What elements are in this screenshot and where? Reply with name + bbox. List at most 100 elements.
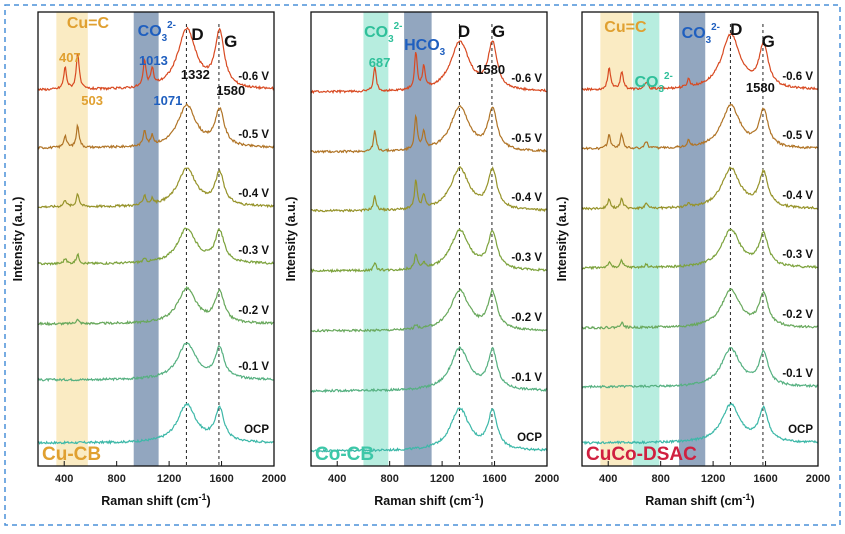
spectrum--0.3v [37,227,275,266]
peak-annotation: G [492,22,505,41]
x-tick-label: 1600 [209,473,233,485]
x-tick-label: 1600 [482,473,506,485]
spectrum--0.6v [310,40,548,95]
x-tick-label: 800 [107,473,125,485]
spectrum--0.1v [581,347,818,389]
x-axis-title: Raman shift (cm-1) [645,492,754,508]
sample-label: Cu-CB [42,444,101,465]
peak-annotation: CO32- [364,21,402,45]
x-tick-label: 2000 [262,473,286,485]
peak-annotation: 407 [59,50,81,65]
axes-frame [581,11,819,467]
spectrum--0.2v [37,285,275,327]
spectrum--0.5v [310,105,548,154]
potential-label: OCP [788,424,813,436]
x-tick-label: 400 [328,473,346,485]
peak-annotation: 687 [369,55,391,70]
peak-annotation: CO32- [682,22,720,46]
spectrum--0.4v [310,166,548,213]
sample-label: CuCo-DSAC [586,444,697,465]
potential-label: -0.5 V [511,133,542,145]
potential-label: -0.4 V [238,188,269,200]
panel-cu-cb: OCP -0.1 V -0.2 V -0.3 V -0.4 V -0.5 V -0.6 V 4… [11,11,286,508]
x-axis-title: Raman shift (cm-1) [374,492,483,508]
band-0 [600,12,632,466]
peak-annotation: 1071 [153,93,182,108]
spectrum--0.6v [581,32,819,92]
spectrum--0.4v [37,167,275,209]
potential-label: -0.6 V [782,71,813,83]
y-axis-title: Intensity (a.u.) [284,197,298,282]
axes-frame [310,11,548,467]
x-tick-label: 2000 [535,473,559,485]
potential-label: -0.1 V [238,361,269,373]
peak-annotation: CO32- [634,71,672,95]
potential-label: -0.3 V [238,245,269,257]
potential-label: -0.2 V [782,309,813,321]
potential-label: -0.5 V [782,130,813,142]
potential-label: OCP [244,424,269,436]
potential-label: -0.4 V [511,192,542,204]
potential-label: -0.6 V [511,73,542,85]
x-tick-label: 1600 [753,473,777,485]
band-0 [56,12,88,466]
potential-label: OCP [517,432,542,444]
x-tick-label: 800 [651,473,669,485]
potential-label: -0.6 V [238,71,269,83]
band-0 [363,12,389,466]
peak-annotation: 1580 [476,62,505,77]
sample-label: Co-CB [315,444,374,465]
potential-label: -0.3 V [782,249,813,261]
x-tick-label: 2000 [806,473,830,485]
y-axis-title: Intensity (a.u.) [11,197,25,282]
spectrum--0.3v [310,227,548,274]
spectrum-ocp [581,402,819,446]
band-1 [404,12,432,466]
peak-annotation: HCO3 [404,37,446,58]
potential-label: -0.4 V [782,190,813,202]
x-tick-label: 400 [55,473,73,485]
potential-label: -0.5 V [238,129,269,141]
band-2 [679,12,706,466]
panel-co-cb: OCP -0.1 V -0.2 V -0.3 V -0.4 V -0.5 V -0.6 V 4… [284,11,559,508]
peak-annotation: D [458,22,470,41]
spectrum--0.3v [581,228,819,271]
panel-cuco-dsac: OCP -0.1 V -0.2 V -0.3 V -0.4 V -0.5 V -0.6 V 4… [555,11,830,508]
spectrum-ocp [310,407,548,453]
figure-frame [4,4,841,526]
peak-annotation: D [730,20,742,39]
peak-annotation: Cu=C [67,15,110,32]
spectrum--0.2v [310,288,548,333]
spectrum--0.5v [37,102,275,150]
peak-annotation: 1013 [139,53,168,68]
peak-annotation: Cu=C [604,19,647,36]
axes-frame [37,11,275,467]
peak-annotation: G [762,32,775,51]
x-tick-label: 400 [599,473,617,485]
x-tick-label: 1200 [430,473,454,485]
spectrum--0.1v [37,342,275,383]
spectrum--0.1v [310,345,548,394]
potential-label: -0.2 V [511,312,542,324]
peak-annotation: 1332 [181,67,210,82]
peak-annotation: CO32- [138,20,176,44]
x-tick-label: 800 [380,473,398,485]
band-1 [133,12,159,466]
peak-annotation: 503 [81,93,103,108]
peak-annotation: G [224,32,237,51]
peak-annotation: 1580 [216,83,245,98]
spectrum--0.6v [37,26,275,92]
potential-label: -0.2 V [238,305,269,317]
x-tick-label: 1200 [701,473,725,485]
spectrum--0.2v [581,287,819,330]
spectrum--0.4v [581,166,819,211]
peak-annotation: D [191,25,203,44]
x-tick-label: 1200 [157,473,181,485]
spectrum--0.5v [581,103,819,151]
potential-label: -0.3 V [511,252,542,264]
potential-label: -0.1 V [511,372,542,384]
potential-label: -0.1 V [782,368,813,380]
x-axis-title: Raman shift (cm-1) [101,492,210,508]
peak-annotation: 1580 [746,80,775,95]
